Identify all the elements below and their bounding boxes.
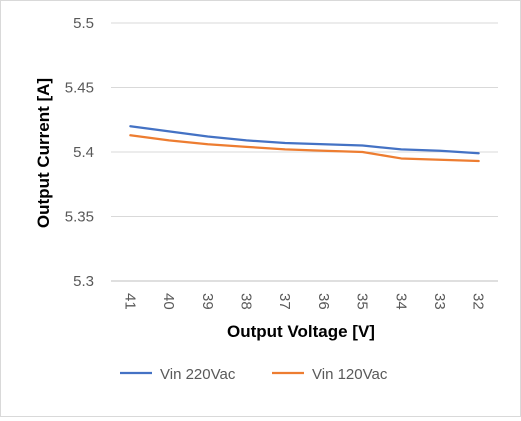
y-tick-label: 5.4	[73, 144, 94, 161]
x-tick-label: 41	[121, 293, 138, 310]
gridlines	[111, 22, 498, 282]
series-line	[129, 134, 480, 163]
x-tick-label: 35	[354, 293, 371, 310]
series-lines	[129, 125, 480, 163]
x-tick-label: 40	[160, 293, 177, 310]
x-tick-label: 33	[431, 293, 448, 310]
y-tick-label: 5.35	[65, 209, 94, 226]
x-tick-label: 39	[199, 293, 216, 310]
y-tick-labels: 5.3 5.35 5.4 5.45 5.5	[65, 15, 94, 290]
x-tick-label: 37	[276, 293, 293, 310]
y-tick-label: 5.3	[73, 273, 94, 290]
x-tick-labels: 41 40 39 38 37 36 35 34 33 32	[121, 293, 486, 310]
y-tick-label: 5.45	[65, 80, 94, 97]
legend-label: Vin 220Vac	[160, 366, 236, 383]
x-tick-label: 36	[315, 293, 332, 310]
x-axis-title: Output Voltage [V]	[227, 322, 375, 341]
y-tick-label: 5.5	[73, 15, 94, 32]
x-tick-label: 38	[237, 293, 254, 310]
x-tick-label: 34	[392, 293, 409, 310]
y-axis-title: Output Current [A]	[34, 78, 53, 228]
legend-label: Vin 120Vac	[312, 366, 388, 383]
x-tick-label: 32	[470, 293, 487, 310]
legend: Vin 220Vac Vin 120Vac	[120, 366, 388, 383]
series-line	[129, 125, 480, 155]
